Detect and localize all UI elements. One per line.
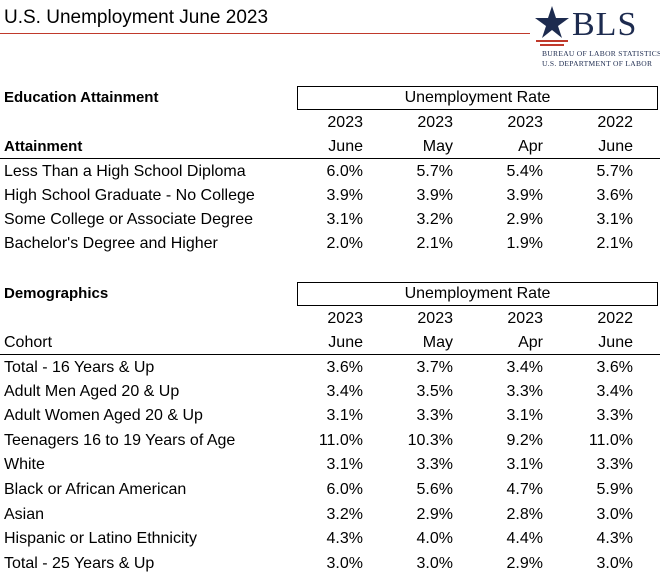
table-cell: 3.0% [596, 506, 633, 523]
table-row-label: Hispanic or Latino Ethnicity [4, 530, 197, 547]
page-title: U.S. Unemployment June 2023 [4, 7, 269, 28]
edu-col3-month: Apr [518, 138, 543, 155]
demo-col4-year: 2022 [597, 310, 633, 327]
table-cell: 5.4% [506, 163, 543, 180]
table-cell: 3.6% [596, 359, 633, 376]
table-cell: 3.3% [416, 407, 453, 424]
table-cell: 10.3% [407, 432, 453, 449]
demo-col2-month: May [422, 334, 453, 351]
table-cell: 3.2% [416, 211, 453, 228]
demo-col1-year: 2023 [327, 310, 363, 327]
table-cell: 5.7% [596, 163, 633, 180]
edu-col4-month: June [598, 138, 633, 155]
education-header-rule [0, 158, 660, 159]
table-cell: 3.9% [506, 187, 543, 204]
table-cell: 3.0% [596, 555, 633, 572]
table-cell: 2.9% [506, 211, 543, 228]
table-row-label: Some College or Associate Degree [4, 211, 254, 228]
edu-col3-year: 2023 [507, 114, 543, 131]
table-cell: 3.0% [416, 555, 453, 572]
table-cell: 3.1% [326, 407, 363, 424]
table-cell: 2.9% [416, 506, 453, 523]
table-cell: 2.9% [506, 555, 543, 572]
demo-col4-month: June [598, 334, 633, 351]
table-cell: 2.8% [506, 506, 543, 523]
table-cell: 3.1% [596, 211, 633, 228]
bls-star-icon [535, 6, 569, 46]
table-row-label: Total - 16 Years & Up [4, 359, 155, 376]
demo-col1-month: June [328, 334, 363, 351]
table-cell: 6.0% [326, 163, 363, 180]
table-cell: 3.4% [506, 359, 543, 376]
table-cell: 3.1% [506, 407, 543, 424]
table-cell: 3.0% [326, 555, 363, 572]
bls-logo-wordmark: BLS [572, 6, 638, 43]
table-cell: 2.0% [326, 235, 363, 252]
bls-logo-line2: U.S. DEPARTMENT OF LABOR [542, 59, 653, 68]
table-cell: 3.6% [596, 187, 633, 204]
table-cell: 3.3% [506, 383, 543, 400]
table-row-label: Teenagers 16 to 19 Years of Age [4, 432, 236, 449]
table-row-label: Asian [4, 506, 45, 523]
table-cell: 4.3% [326, 530, 363, 547]
table-cell: 3.3% [596, 456, 633, 473]
demo-col2-year: 2023 [417, 310, 453, 327]
table-row-label: Bachelor's Degree and Higher [4, 235, 218, 252]
table-cell: 6.0% [326, 481, 363, 498]
demographics-section-title: Demographics [4, 285, 109, 302]
table-cell: 11.0% [318, 432, 363, 449]
table-cell: 5.6% [416, 481, 453, 498]
table-cell: 5.7% [416, 163, 453, 180]
edu-col2-month: May [422, 138, 453, 155]
education-rate-header: Unemployment Rate [297, 86, 658, 110]
demographics-row-header: Cohort [4, 334, 53, 351]
demo-col3-month: Apr [518, 334, 543, 351]
table-row-label: Adult Men Aged 20 & Up [4, 383, 180, 400]
demographics-header-rule [0, 354, 660, 355]
table-cell: 3.6% [326, 359, 363, 376]
table-row-label: White [4, 456, 45, 473]
table-cell: 2.1% [596, 235, 633, 252]
table-row-label: Adult Women Aged 20 & Up [4, 407, 203, 424]
table-cell: 4.3% [596, 530, 633, 547]
table-row-label: Total - 25 Years & Up [4, 555, 155, 572]
education-row-header: Attainment [4, 138, 83, 155]
edu-col1-month: June [328, 138, 363, 155]
table-cell: 3.2% [326, 506, 363, 523]
table-cell: 3.1% [326, 211, 363, 228]
table-cell: 1.9% [506, 235, 543, 252]
table-cell: 3.4% [326, 383, 363, 400]
table-cell: 3.1% [326, 456, 363, 473]
table-row-label: High School Graduate - No College [4, 187, 255, 204]
table-cell: 2.1% [416, 235, 453, 252]
table-cell: 3.3% [596, 407, 633, 424]
table-cell: 3.4% [596, 383, 633, 400]
table-cell: 3.5% [416, 383, 453, 400]
table-cell: 3.9% [416, 187, 453, 204]
table-cell: 4.4% [506, 530, 543, 547]
edu-col4-year: 2022 [597, 114, 633, 131]
education-section-title: Education Attainment [4, 89, 159, 106]
bls-logo: BLS BUREAU OF LABOR STATISTICS U.S. DEPA… [530, 2, 660, 72]
table-cell: 4.7% [506, 481, 543, 498]
table-cell: 3.7% [416, 359, 453, 376]
demo-col3-year: 2023 [507, 310, 543, 327]
table-cell: 9.2% [506, 432, 543, 449]
table-cell: 3.9% [326, 187, 363, 204]
table-cell: 3.3% [416, 456, 453, 473]
bls-logo-line1: BUREAU OF LABOR STATISTICS [542, 49, 660, 58]
table-cell: 5.9% [596, 481, 633, 498]
edu-col1-year: 2023 [327, 114, 363, 131]
title-underline [0, 33, 530, 34]
table-cell: 11.0% [588, 432, 633, 449]
table-cell: 3.1% [506, 456, 543, 473]
table-row-label: Black or African American [4, 481, 187, 498]
edu-col2-year: 2023 [417, 114, 453, 131]
table-cell: 4.0% [416, 530, 453, 547]
table-row-label: Less Than a High School Diploma [4, 163, 246, 180]
demographics-rate-header: Unemployment Rate [297, 282, 658, 306]
